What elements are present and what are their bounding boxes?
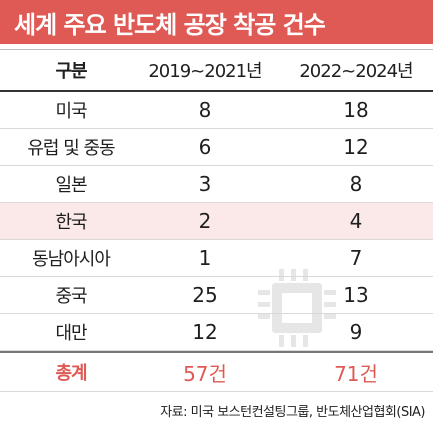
total-2019-2021: 57건 (183, 361, 227, 386)
table-total-row: 총계 57건 71건 (0, 351, 433, 392)
column-header-2022-2024: 2022~2024년 (299, 61, 413, 82)
value-2019-2021: 6 (198, 135, 212, 159)
value-2019-2021: 8 (198, 98, 212, 122)
source-note: 자료: 미국 보스턴컨설팅그룹, 반도체산업협회(SIA) (160, 405, 425, 420)
value-2019-2021: 12 (192, 320, 218, 344)
row-label: 한국 (55, 212, 87, 233)
value-2022-2024: 9 (349, 320, 363, 344)
table-row: 대만 12 9 (0, 314, 433, 351)
value-2022-2024: 18 (343, 98, 369, 122)
table-header: 구분 2019~2021년 2022~2024년 (0, 49, 433, 92)
table-row-highlighted: 한국 2 4 (0, 203, 433, 240)
total-label: 총계 (55, 363, 87, 384)
row-label: 미국 (55, 101, 87, 122)
total-2022-2024: 71건 (334, 361, 378, 386)
table-row: 유럽 및 중동 6 12 (0, 129, 433, 166)
value-2022-2024: 4 (349, 209, 363, 233)
title-bar: 세계 주요 반도체 공장 착공 건수 (0, 0, 433, 44)
column-header-2019-2021: 2019~2021년 (148, 61, 262, 82)
row-label: 유럽 및 중동 (27, 138, 115, 159)
table-row: 중국 25 13 (0, 277, 433, 314)
row-label: 중국 (55, 286, 87, 307)
row-label: 대만 (55, 323, 87, 344)
data-table: 구분 2019~2021년 2022~2024년 미국 8 18 유럽 및 중동… (0, 49, 433, 392)
row-label: 동남아시아 (32, 249, 111, 270)
table-row: 일본 3 8 (0, 166, 433, 203)
value-2022-2024: 13 (343, 283, 369, 307)
value-2022-2024: 8 (349, 172, 363, 196)
column-header-category: 구분 (55, 61, 87, 82)
table-row: 동남아시아 1 7 (0, 240, 433, 277)
value-2019-2021: 25 (192, 283, 218, 307)
value-2022-2024: 7 (349, 246, 363, 270)
value-2019-2021: 3 (198, 172, 212, 196)
row-label: 일본 (55, 175, 87, 196)
value-2022-2024: 12 (343, 135, 369, 159)
value-2019-2021: 1 (198, 246, 212, 270)
value-2019-2021: 2 (198, 209, 212, 233)
table-row: 미국 8 18 (0, 92, 433, 129)
chip-icon (258, 269, 336, 347)
page-title: 세계 주요 반도체 공장 착공 건수 (14, 10, 326, 39)
